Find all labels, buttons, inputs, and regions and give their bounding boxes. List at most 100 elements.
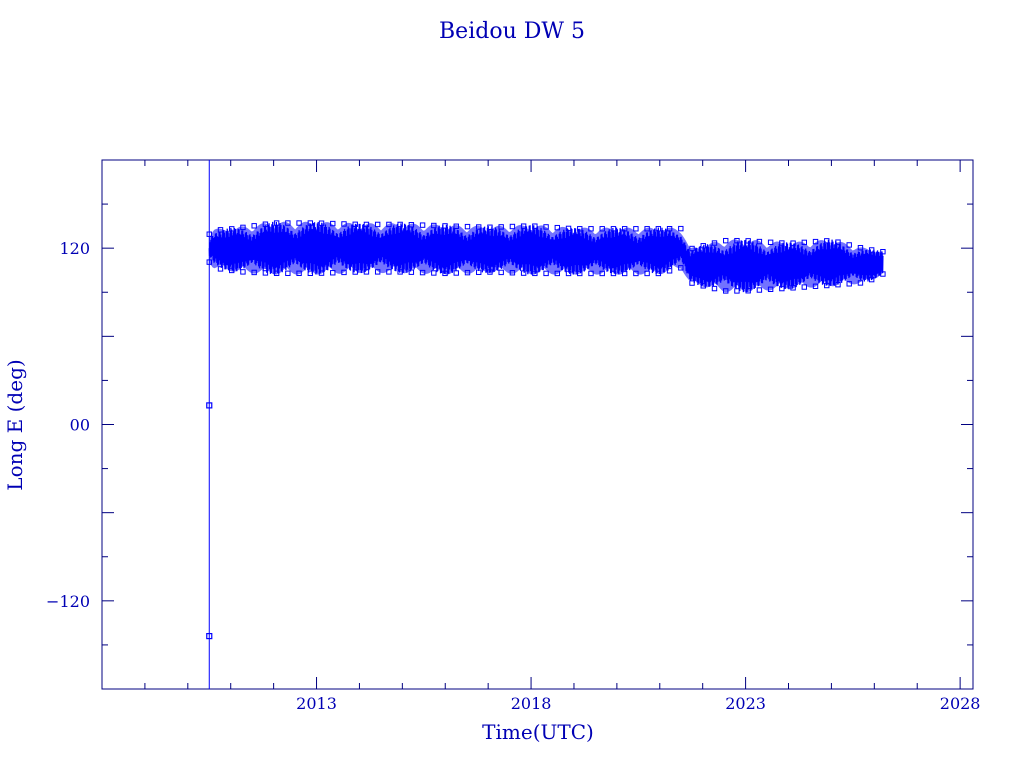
data-point — [868, 247, 875, 253]
data-band — [209, 221, 883, 293]
data-point — [476, 224, 482, 230]
data-point — [554, 270, 561, 277]
data-point — [565, 225, 572, 232]
data-point — [509, 270, 516, 276]
data-point — [655, 226, 662, 232]
data-point — [689, 245, 695, 252]
data-point — [835, 281, 841, 288]
data-point — [453, 223, 459, 229]
data-point — [678, 225, 684, 232]
data-point — [734, 288, 740, 294]
data-point — [464, 269, 471, 276]
data-point — [397, 269, 403, 275]
data-point — [307, 270, 314, 276]
data-point — [756, 238, 763, 245]
data-point — [745, 288, 751, 294]
data-point — [442, 270, 448, 277]
data-point — [498, 224, 504, 230]
data-point — [206, 259, 212, 265]
y-axis-tick-labels: 120 00 −120 — [46, 239, 90, 611]
data-point — [711, 240, 718, 246]
data-point — [812, 283, 819, 289]
x-tick-label: 2013 — [296, 694, 337, 713]
data-point — [767, 286, 774, 292]
x-axis-ticks — [144, 160, 961, 689]
y-tick-label: −120 — [46, 592, 90, 611]
data-point — [857, 245, 864, 251]
data-point — [419, 269, 426, 276]
data-point — [700, 243, 706, 249]
data-point — [824, 238, 830, 244]
data-point — [318, 220, 325, 226]
data-point — [262, 221, 269, 227]
data-point — [532, 223, 538, 229]
data-point — [644, 226, 650, 232]
x-tick-label: 2028 — [940, 694, 981, 713]
data-point — [386, 221, 392, 228]
data-point — [610, 270, 617, 277]
data-point — [273, 270, 280, 276]
data-point — [341, 221, 347, 227]
data-point — [723, 237, 729, 244]
data-point — [206, 632, 213, 640]
data-point — [633, 270, 639, 277]
data-point — [880, 248, 886, 255]
data-point — [374, 221, 381, 228]
y-axis-ticks — [102, 203, 973, 646]
data-point — [217, 266, 224, 272]
data-point — [431, 222, 437, 229]
data-point — [599, 226, 605, 232]
data-point — [386, 269, 392, 275]
data-point — [588, 270, 594, 277]
data-point — [543, 270, 549, 277]
data-point — [296, 220, 302, 226]
data-point — [397, 221, 403, 228]
x-tick-label: 2018 — [511, 694, 552, 713]
x-axis-tick-labels: 2013 2018 2023 2028 — [296, 694, 980, 713]
data-point — [487, 269, 493, 275]
data-point — [318, 270, 325, 276]
x-axis-label: Time(UTC) — [482, 720, 594, 744]
data-point — [621, 270, 628, 277]
data-point — [857, 280, 864, 286]
x-tick-label: 2023 — [725, 694, 766, 713]
data-point — [790, 240, 796, 246]
data-point — [532, 270, 538, 277]
data-point — [296, 270, 302, 276]
data-point — [554, 224, 561, 231]
data-point — [745, 238, 751, 244]
data-point — [520, 270, 527, 276]
data-point — [408, 222, 415, 228]
data-point — [734, 237, 740, 244]
data-point — [868, 276, 875, 283]
data-point — [352, 269, 358, 275]
data-point — [476, 269, 482, 275]
data-point — [240, 224, 246, 231]
data-point — [723, 288, 729, 294]
data-point — [363, 269, 370, 275]
y-axis-label: Long E (deg) — [3, 359, 27, 490]
data-point — [711, 285, 718, 292]
data-point — [801, 239, 808, 246]
data-point — [307, 220, 314, 226]
data-point — [655, 270, 662, 277]
data-point — [633, 226, 639, 232]
data-point — [341, 269, 347, 276]
data-point — [487, 224, 493, 230]
data-point — [577, 270, 583, 277]
data-point — [666, 226, 673, 232]
data-point — [756, 287, 763, 293]
data-point — [229, 226, 235, 232]
data-point — [498, 269, 504, 276]
data-point — [790, 285, 796, 291]
data-point — [835, 239, 841, 245]
data-point — [801, 284, 808, 290]
y-tick-label: 120 — [59, 239, 90, 258]
data-point — [599, 270, 605, 277]
data-point — [330, 270, 336, 276]
data-point — [666, 268, 673, 274]
data-point — [621, 226, 628, 232]
data-point — [779, 285, 785, 292]
data-point — [217, 227, 224, 233]
